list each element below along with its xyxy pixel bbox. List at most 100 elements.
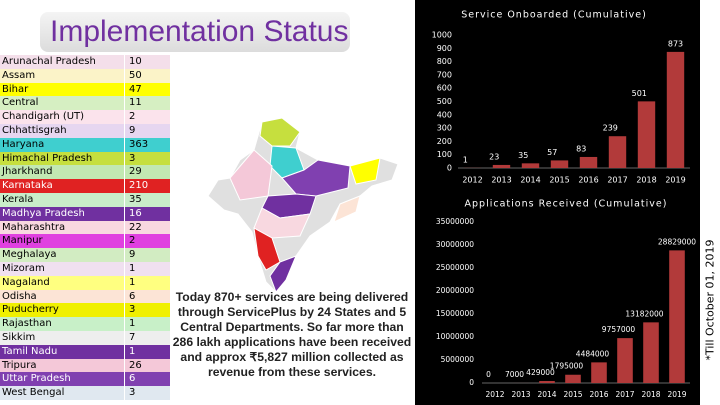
- y-tick-label: 15000000: [436, 309, 474, 318]
- data-label: 873: [668, 39, 683, 48]
- table-value: 7: [129, 331, 136, 343]
- table-row: Maharashtra 22: [0, 220, 170, 235]
- y-tick-label: 0: [447, 164, 452, 173]
- table-row: Jharkhand 29: [0, 165, 170, 180]
- table-row: Uttar Pradesh 6: [0, 372, 170, 387]
- summary-text: Today 870+ services are being delivered …: [172, 290, 412, 379]
- title: Implementation Status: [40, 12, 350, 52]
- table-state: Tripura: [0, 358, 125, 373]
- y-tick-label: 1000: [432, 31, 452, 40]
- data-label: 239: [603, 124, 618, 133]
- footnote-strip: *Till October 01, 2019: [700, 0, 720, 405]
- table-row: Kerala 35: [0, 192, 170, 207]
- table-state: Tamil Nadu: [0, 344, 125, 359]
- bar: [643, 322, 659, 383]
- table-value: 2: [129, 235, 136, 247]
- map-region: [229, 149, 273, 201]
- data-label: 57: [547, 148, 557, 157]
- y-tick-label: 25000000: [436, 263, 474, 272]
- map-region: [349, 157, 381, 185]
- table-value: 3: [129, 152, 136, 164]
- table-state: Meghalaya: [0, 248, 125, 262]
- table-row: Assam 50: [0, 68, 170, 83]
- map-region: [259, 117, 301, 147]
- table-value: 363: [129, 138, 149, 150]
- bar: [579, 156, 598, 168]
- table-value: 16: [129, 207, 142, 219]
- y-tick-label: 5000000: [441, 355, 475, 364]
- bar: [550, 160, 569, 168]
- table-value: 1: [129, 262, 136, 274]
- y-tick-label: 20000000: [436, 286, 474, 295]
- bar: [492, 164, 511, 168]
- table-row: Rajasthan 1: [0, 317, 170, 331]
- map-region: [269, 255, 297, 293]
- y-tick-label: 300: [437, 124, 452, 133]
- data-label: 28829000: [658, 237, 696, 246]
- table-value: 210: [129, 180, 149, 192]
- x-tick-label: 2015: [563, 390, 582, 399]
- x-tick-label: 2016: [589, 390, 608, 399]
- x-tick-label: 2018: [641, 390, 660, 399]
- bar: [608, 136, 627, 168]
- table-value: 29: [129, 166, 142, 178]
- table-value: 2: [129, 111, 136, 123]
- bar: [669, 250, 685, 383]
- table-state: Chandigarh (UT): [0, 110, 125, 124]
- data-label: 83: [576, 144, 586, 153]
- x-tick-label: 2017: [615, 390, 634, 399]
- table-value: 6: [129, 373, 136, 385]
- x-tick-label: 2017: [607, 176, 627, 185]
- table-value: 50: [129, 69, 142, 81]
- y-tick-label: 30000000: [436, 240, 474, 249]
- table-state: Rajasthan: [0, 317, 125, 331]
- table-row: West Bengal 3: [0, 386, 170, 400]
- bar: [617, 338, 633, 383]
- table-value: 10: [129, 56, 142, 67]
- table-state: Himachal Pradesh: [0, 151, 125, 166]
- table-state: Jharkhand: [0, 165, 125, 180]
- table-row: Tamil Nadu 1: [0, 344, 170, 359]
- data-label: 9757000: [602, 325, 636, 334]
- table-row: Meghalaya 9: [0, 248, 170, 262]
- table-state: Haryana: [0, 137, 125, 152]
- footnote: *Till October 01, 2019: [703, 239, 717, 361]
- table-value: 3: [129, 304, 136, 316]
- chart-title: Service Onboarded (Cumulative): [461, 10, 647, 21]
- table-state: Maharashtra: [0, 220, 125, 235]
- table-row: Bihar 47: [0, 82, 170, 97]
- table-state: Odisha: [0, 289, 125, 304]
- data-label: 7000: [505, 370, 524, 379]
- table-value: 11: [129, 97, 142, 109]
- y-tick-label: 600: [437, 84, 452, 93]
- table-state: Karnataka: [0, 179, 125, 193]
- table-value: 3: [129, 387, 136, 399]
- y-tick-label: 400: [437, 110, 452, 119]
- table-state: Puducherry: [0, 303, 125, 318]
- table-row: Nagaland 1: [0, 275, 170, 290]
- bar: [521, 163, 540, 168]
- state-table: Arunachal Pradesh 10 Assam 50 Bihar 47 Central…: [0, 55, 170, 400]
- table-state: Assam: [0, 68, 125, 83]
- x-tick-label: 2018: [636, 176, 656, 185]
- x-tick-label: 2012: [485, 390, 504, 399]
- data-label: 13182000: [625, 309, 663, 318]
- table-row: Chhattisgrah 9: [0, 123, 170, 138]
- table-state: Manipur: [0, 234, 125, 249]
- bar: [591, 362, 607, 383]
- data-label: 0: [486, 370, 491, 379]
- table-state: Mizoram: [0, 261, 125, 276]
- y-tick-label: 900: [437, 44, 452, 53]
- x-tick-label: 2013: [491, 176, 511, 185]
- x-tick-label: 2015: [549, 176, 569, 185]
- table-state: Sikkim: [0, 330, 125, 345]
- data-label: 429000: [526, 368, 555, 377]
- x-tick-label: 2014: [520, 176, 540, 185]
- table-value: 9: [129, 249, 136, 261]
- data-label: 1795000: [550, 362, 584, 371]
- data-label: 501: [632, 89, 647, 98]
- x-tick-label: 2013: [511, 390, 530, 399]
- table-state: Nagaland: [0, 275, 125, 290]
- chart-title: Applications Received (Cumulative): [465, 199, 668, 210]
